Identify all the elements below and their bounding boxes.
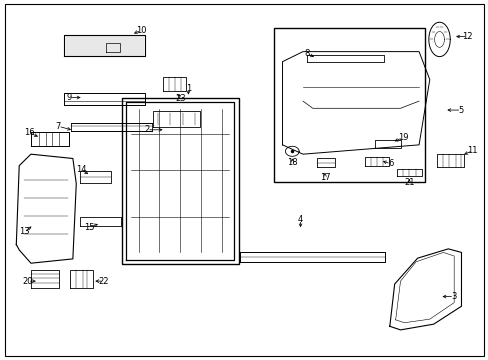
Text: 11: 11 — [467, 146, 477, 155]
Text: 15: 15 — [84, 223, 95, 232]
Text: 18: 18 — [286, 158, 297, 167]
Text: 22: 22 — [99, 276, 109, 285]
Text: 8: 8 — [304, 49, 309, 58]
Text: 23: 23 — [176, 94, 186, 103]
Text: 10: 10 — [136, 26, 146, 35]
Text: 13: 13 — [19, 228, 29, 237]
Text: 17: 17 — [319, 173, 329, 182]
Text: 6: 6 — [387, 159, 393, 168]
Text: 9: 9 — [66, 93, 71, 102]
Text: 12: 12 — [462, 32, 472, 41]
Text: 3: 3 — [450, 292, 456, 301]
Bar — [122, 98, 238, 264]
Text: 20: 20 — [22, 276, 33, 285]
Text: 16: 16 — [23, 128, 34, 137]
Text: 19: 19 — [397, 133, 407, 142]
Text: 7: 7 — [56, 122, 61, 131]
Bar — [273, 28, 424, 182]
Text: 5: 5 — [458, 105, 463, 114]
Text: 1: 1 — [185, 84, 191, 93]
Text: 2: 2 — [144, 125, 149, 134]
Text: 14: 14 — [76, 166, 86, 175]
Text: 4: 4 — [297, 215, 303, 224]
Text: 21: 21 — [403, 178, 414, 187]
